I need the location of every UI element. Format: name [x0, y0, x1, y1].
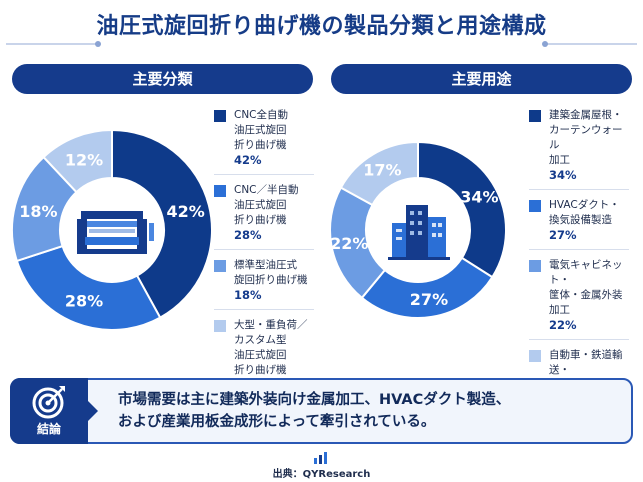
slice-value-label-4: 12%: [65, 150, 103, 169]
donut-slice-1: [417, 140, 507, 279]
legend-label: CNC全自動 油圧式旋回 折り曲げ機: [234, 109, 289, 151]
legend-divider: [529, 339, 629, 340]
legend-item: 大型・重負荷／ カスタム型 油圧式旋回 折り曲げ機12%: [214, 318, 314, 393]
legend-item: 電気キャビネット・ 筐体・金属外装 加工 22%: [529, 258, 629, 333]
legend-value: 34%: [549, 168, 577, 182]
classification-donut-chart: 42% 28% 18% 12%: [11, 113, 213, 367]
legend-label: 大型・重負荷／ カスタム型 油圧式旋回 折り曲げ機: [234, 319, 308, 376]
buildings-icon: [388, 205, 450, 260]
legend-item: CNC／半自動 油圧式旋回 折り曲げ機 28%: [214, 183, 314, 243]
source-text: 出典：QYResearch: [272, 469, 371, 480]
slice-value-label-2: 27%: [410, 290, 448, 309]
legend-divider: [529, 189, 629, 190]
legend-swatch: [529, 110, 541, 122]
legend-label: 建築金属屋根・ カーテンウォール 加工: [549, 109, 623, 166]
legend-label: 標準型油圧式 旋回折り曲げ機: [234, 259, 308, 286]
donut-slice-1: [111, 128, 213, 319]
legend-item: 標準型油圧式 旋回折り曲げ機 18%: [214, 258, 314, 303]
slice-value-label-4: 17%: [363, 161, 401, 180]
legend-divider: [214, 174, 314, 175]
conclusion-box: 結論 市場需要は主に建築外装向け金属加工、HVACダクト製造、 および産業用板金…: [10, 378, 633, 444]
page-title: 油圧式旋回折り曲げ機の製品分類と用途構成: [96, 14, 547, 39]
target-icon: [32, 386, 65, 419]
slice-value-label-2: 28%: [65, 292, 103, 311]
legend-value: 27%: [549, 228, 577, 242]
panel-header-classification: 主要分類: [12, 64, 313, 94]
donut-slice-4: [42, 128, 113, 194]
legend-divider: [214, 309, 314, 310]
application-donut-chart: 34% 27% 22% 17%: [329, 113, 530, 367]
legend-item: 建築金属屋根・ カーテンウォール 加工 34%: [529, 108, 629, 183]
title-rule-right: [542, 41, 637, 47]
legend-label: 電気キャビネット・ 筐体・金属外装 加工: [549, 259, 623, 316]
legend-item: CNC全自動 油圧式旋回 折り曲げ機 42%: [214, 108, 314, 168]
legend-label: CNC／半自動 油圧式旋回 折り曲げ機: [234, 184, 299, 226]
panel-header-application: 主要用途: [331, 64, 632, 94]
legend-swatch: [214, 260, 226, 272]
title-rule-left: [6, 41, 101, 47]
donut-slice-2: [360, 256, 494, 319]
bar-chart-icon: [314, 452, 327, 464]
legend-swatch: [214, 185, 226, 197]
legend-value: 18%: [234, 288, 262, 302]
legend-value: 28%: [234, 228, 262, 242]
legend-divider: [214, 249, 314, 250]
legend-label: HVACダクト・ 換気設備製造: [549, 199, 620, 226]
slice-value-label-1: 42%: [166, 202, 204, 221]
legend-divider: [529, 249, 629, 250]
legend-swatch: [529, 350, 541, 362]
slice-value-label-1: 34%: [460, 187, 498, 206]
legend-swatch: [214, 320, 226, 332]
legend-swatch: [529, 200, 541, 212]
bending-machine-icon: [77, 211, 154, 254]
slice-value-label-3: 18%: [19, 202, 57, 221]
legend-value: 42%: [234, 153, 262, 167]
legend-swatch: [214, 110, 226, 122]
donut-slice-4: [339, 140, 419, 207]
legend-swatch: [529, 260, 541, 272]
application-legend: 建築金属屋根・ カーテンウォール 加工 34% HVACダクト・ 換気設備製造 27%…: [529, 108, 629, 408]
conclusion-label: 結論: [36, 422, 61, 436]
donut-slice-2: [15, 244, 162, 331]
slice-value-label-3: 22%: [330, 234, 368, 253]
legend-value: 22%: [549, 318, 577, 332]
conclusion-badge: 結論: [10, 378, 98, 444]
legend-item: HVACダクト・ 換気設備製造 27%: [529, 198, 629, 243]
conclusion-text: 市場需要は主に建築外装向け金属加工、HVACダクト製造、 および産業用板金成形に…: [118, 392, 511, 430]
classification-legend: CNC全自動 油圧式旋回 折り曲げ機 42% CNC／半自動 油圧式旋回 折り曲げ機…: [214, 108, 314, 393]
